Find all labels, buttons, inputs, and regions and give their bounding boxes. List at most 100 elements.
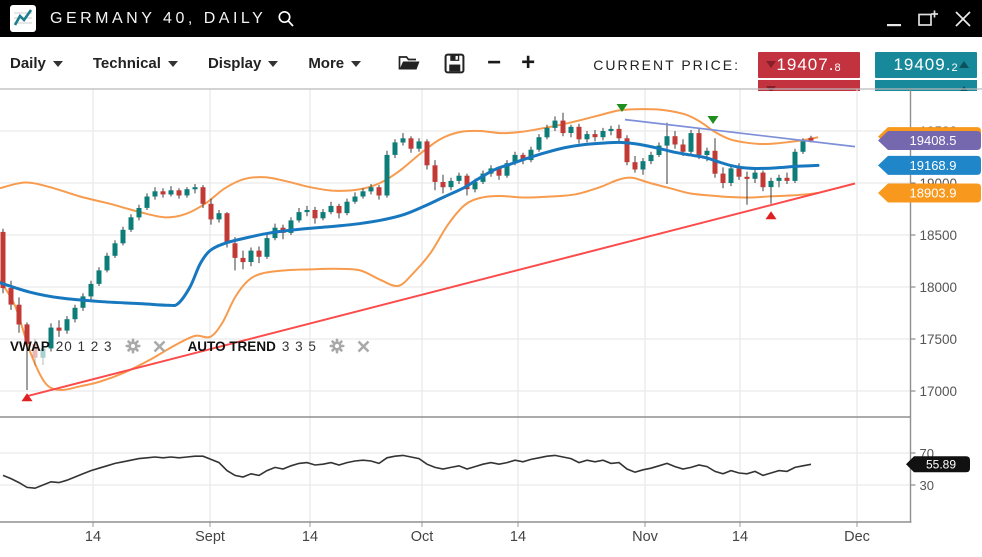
x-axis-label: 14 (732, 529, 748, 545)
price-tag: 19168.9 (878, 155, 981, 175)
signal-marker-up (765, 211, 777, 220)
menu-daily[interactable]: Daily (10, 55, 63, 72)
candle (320, 209, 326, 221)
menu-display[interactable]: Display (208, 55, 279, 72)
candle (200, 185, 206, 208)
vwap-remove-icon[interactable] (153, 340, 166, 353)
candle (328, 201, 334, 215)
ask-price-int: 19409. (893, 55, 952, 74)
candle (592, 130, 598, 142)
candle (728, 165, 734, 187)
candle (208, 198, 214, 225)
chevron-down-icon (268, 61, 279, 67)
menu-more[interactable]: More (308, 55, 362, 72)
svg-text:55.89: 55.89 (926, 457, 956, 471)
current-price-cluster: CURRENT PRICE: 19407. 8 19409. 2 (593, 52, 977, 91)
vwap-settings-gear-icon[interactable] (125, 338, 141, 354)
ask-price-box[interactable]: 19409. 2 (875, 52, 977, 91)
candle (104, 252, 110, 273)
candle (40, 344, 46, 365)
candle (128, 214, 134, 232)
candle (688, 130, 694, 155)
save-icon[interactable] (444, 53, 465, 74)
bid-price-box[interactable]: 19407. 8 (758, 52, 860, 91)
down-arrow-icon (766, 61, 776, 68)
candle (424, 139, 430, 170)
candle (640, 158, 646, 175)
auto-trend-remove-icon[interactable] (357, 340, 370, 353)
candle (720, 167, 726, 189)
candle (168, 186, 174, 197)
vwap-params: 20 1 2 3 (55, 338, 113, 354)
candle (352, 192, 358, 204)
candle (248, 247, 254, 267)
signal-marker-down (616, 104, 628, 113)
candle (568, 124, 574, 138)
oscillator-line (2, 454, 812, 490)
candle (696, 128, 702, 160)
candle (336, 203, 342, 219)
candle (432, 160, 438, 191)
vwap-label: VWAP (10, 338, 50, 354)
candle (752, 169, 758, 183)
candle (648, 151, 654, 165)
x-axis-label: 14 (85, 529, 101, 545)
x-axis-label: 14 (510, 529, 526, 545)
candle (456, 172, 462, 184)
candle (760, 170, 766, 192)
trend-line (624, 118, 856, 148)
minimize-button[interactable] (887, 9, 902, 29)
candle (160, 188, 166, 198)
candle (552, 116, 558, 131)
open-folder-icon[interactable] (397, 53, 422, 73)
x-axis-label: Sept (195, 529, 225, 545)
vwap-line (0, 140, 820, 308)
auto-trend-settings-gear-icon[interactable] (329, 338, 345, 354)
zoom-out-button[interactable]: − (487, 49, 502, 76)
candle (608, 125, 614, 136)
search-icon[interactable] (276, 9, 296, 29)
candle (24, 322, 30, 390)
candle (312, 206, 318, 224)
candle (56, 320, 62, 337)
candle (368, 184, 374, 195)
signal-marker-down (707, 115, 719, 124)
candle (16, 297, 22, 333)
x-axis-label: 14 (302, 529, 318, 545)
candle (120, 226, 126, 246)
candle (256, 246, 262, 264)
y-axis-label: 18000 (920, 280, 958, 295)
up-arrow-icon (959, 61, 969, 68)
candle (744, 171, 750, 205)
candle (152, 187, 158, 200)
bollinger-lower-line (0, 176, 819, 392)
candle (784, 172, 790, 184)
popout-button[interactable] (916, 9, 940, 29)
candle (240, 250, 246, 270)
candle (544, 124, 550, 140)
candle (416, 138, 422, 152)
candle (632, 156, 638, 173)
x-axis-label: Dec (844, 529, 870, 545)
chevron-down-icon (351, 61, 362, 67)
price-tag: 19408.5 (878, 131, 981, 151)
candle (528, 146, 534, 163)
candle (232, 237, 238, 271)
bid-price-int: 19407. (776, 55, 835, 74)
bollinger-upper-line (0, 108, 819, 219)
x-axis-label: Oct (411, 529, 434, 545)
zoom-in-button[interactable]: + (521, 49, 536, 76)
x-axis-label: Nov (632, 529, 659, 545)
oscillator-tag: 55.89 (906, 456, 970, 473)
y-axis-label: 17000 (920, 384, 958, 399)
candle (576, 123, 582, 144)
app-logo-icon (10, 5, 36, 32)
candle (768, 177, 774, 204)
signal-marker-up (21, 393, 33, 402)
close-button[interactable] (954, 10, 972, 28)
candle (144, 193, 150, 210)
candle (536, 134, 542, 152)
menu-technical[interactable]: Technical (93, 55, 178, 72)
candle (112, 240, 118, 258)
